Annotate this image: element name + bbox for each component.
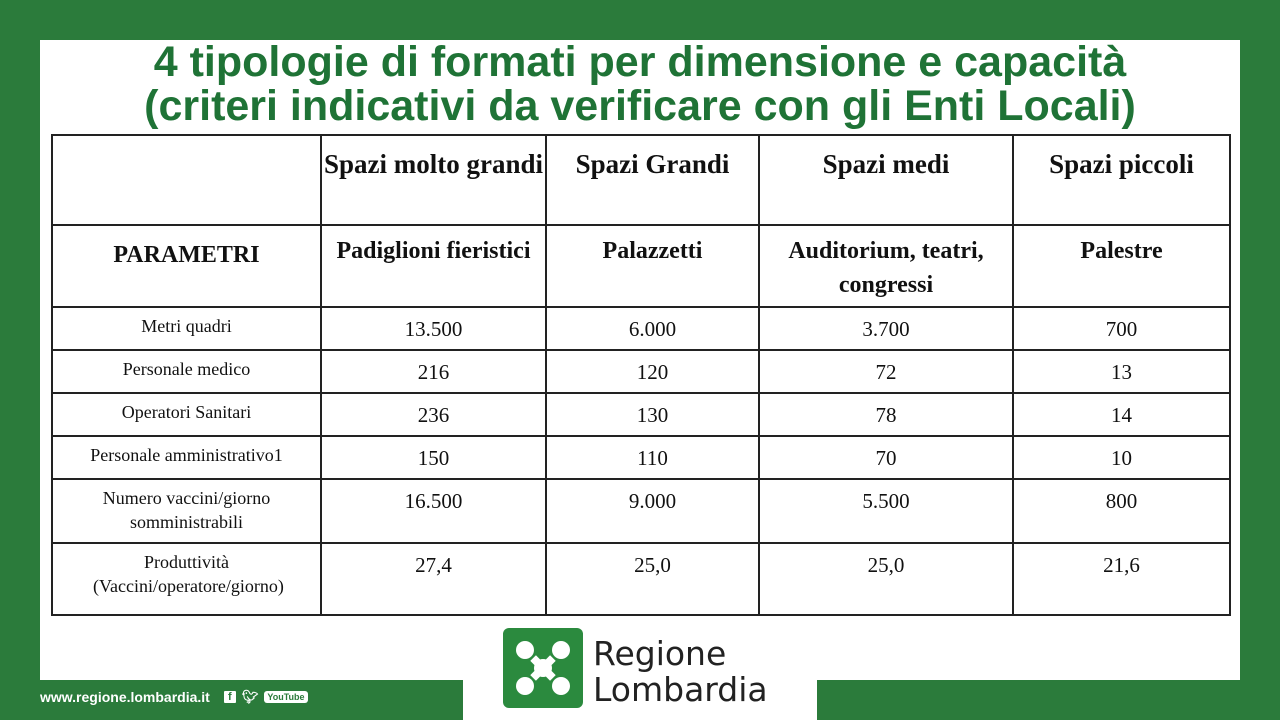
header-cell-parametri: PARAMETRI — [51, 224, 322, 308]
row-label: Personale amministrativo1 — [51, 435, 322, 480]
table-cell: 16.500 — [320, 478, 547, 544]
header-cell-piccoli: Spazi piccoli — [1012, 134, 1231, 226]
table-cell: 5.500 — [758, 478, 1014, 544]
header-cell-molto-grandi: Spazi molto grandi — [320, 134, 547, 226]
header-row-spaces: Spazi molto grandi Spazi Grandi Spazi me… — [51, 134, 1231, 226]
table-cell: 9.000 — [545, 478, 760, 544]
twitter-icon[interactable]: 🐦︎ — [241, 689, 259, 704]
table-cell: 6.000 — [545, 306, 760, 351]
social-links: f 🐦︎ YouTube — [223, 689, 308, 705]
table-cell: 10 — [1012, 435, 1231, 480]
table-cell: 25,0 — [758, 542, 1014, 616]
header-cell-auditorium: Auditorium, teatri, congressi — [758, 224, 1014, 308]
header-cell-medi: Spazi medi — [758, 134, 1014, 226]
header-cell-grandi: Spazi Grandi — [545, 134, 760, 226]
table-cell: 78 — [758, 392, 1014, 437]
header-cell-palestre: Palestre — [1012, 224, 1231, 308]
table-cell: 14 — [1012, 392, 1231, 437]
table-cell: 130 — [545, 392, 760, 437]
header-row-venues: PARAMETRI Padiglioni fieristici Palazzet… — [51, 224, 1231, 308]
row-label: Operatori Sanitari — [51, 392, 322, 437]
logo-line-2: Lombardia — [593, 670, 768, 709]
facebook-icon[interactable]: f — [223, 691, 236, 703]
table-row: Personale amministrativo1 150 110 70 10 — [51, 435, 1231, 480]
table-cell: 72 — [758, 349, 1014, 394]
table-cell: 216 — [320, 349, 547, 394]
row-label: Metri quadri — [51, 306, 322, 351]
slide-title: 4 tipologie di formati per dimensione e … — [0, 40, 1280, 128]
table-cell: 150 — [320, 435, 547, 480]
table-cell: 13.500 — [320, 306, 547, 351]
table-cell: 700 — [1012, 306, 1231, 351]
row-label: Personale medico — [51, 349, 322, 394]
title-line-2: (criteri indicativi da verificare con gl… — [144, 82, 1136, 130]
website-link[interactable]: www.regione.lombardia.it — [40, 689, 210, 705]
table-cell: 70 — [758, 435, 1014, 480]
table-row: Metri quadri 13.500 6.000 3.700 700 — [51, 306, 1231, 351]
table-cell: 21,6 — [1012, 542, 1231, 616]
footer: www.regione.lombardia.it f 🐦︎ YouTube — [40, 689, 308, 705]
logo-line-1: Regione — [593, 634, 727, 673]
regione-lombardia-logo: Regione Lombardia — [463, 620, 817, 720]
table-cell: 236 — [320, 392, 547, 437]
table-cell: 13 — [1012, 349, 1231, 394]
table-cell: 3.700 — [758, 306, 1014, 351]
row-label: Numero vaccini/giorno somministrabili — [51, 478, 322, 544]
table-cell: 25,0 — [545, 542, 760, 616]
header-cell-empty — [51, 134, 322, 226]
table-row: Personale medico 216 120 72 13 — [51, 349, 1231, 394]
title-line-1: 4 tipologie di formati per dimensione e … — [153, 38, 1127, 86]
lombardia-rose-icon — [503, 628, 583, 708]
header-cell-palazzetti: Palazzetti — [545, 224, 760, 308]
table-cell: 800 — [1012, 478, 1231, 544]
logo-text: Regione Lombardia — [593, 636, 768, 708]
table-cell: 27,4 — [320, 542, 547, 616]
row-label: Produttività (Vaccini/operatore/giorno) — [51, 542, 322, 616]
table-cell: 120 — [545, 349, 760, 394]
table-row: Produttività (Vaccini/operatore/giorno) … — [51, 542, 1231, 616]
table-row: Operatori Sanitari 236 130 78 14 — [51, 392, 1231, 437]
youtube-icon[interactable]: YouTube — [264, 691, 308, 703]
table-cell: 110 — [545, 435, 760, 480]
parameters-table: Spazi molto grandi Spazi Grandi Spazi me… — [51, 134, 1231, 616]
table-row: Numero vaccini/giorno somministrabili 16… — [51, 478, 1231, 544]
header-cell-padiglioni: Padiglioni fieristici — [320, 224, 547, 308]
